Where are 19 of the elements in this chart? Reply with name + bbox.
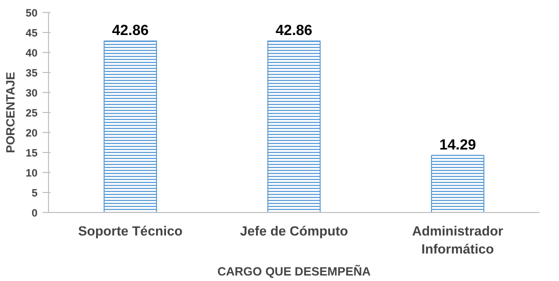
y-tick-label: 15 [26,148,38,160]
y-tick-label: 0 [32,208,38,220]
y-tick-label: 35 [26,68,38,80]
y-tick-label: 20 [26,128,38,140]
y-tick-label: 10 [26,168,38,180]
x-tick-label: Jefe de Cómputo [240,224,348,238]
y-tick-label: 25 [26,108,38,120]
data-label: 42.86 [112,23,149,40]
data-label: 14.29 [439,137,476,154]
x-axis-title: CARGO QUE DESEMPEÑA [217,264,372,278]
y-tick-label: 45 [26,28,38,40]
y-tick-label: 5 [32,188,38,200]
x-tick-label: Administrador Informático [412,224,504,256]
x-tick-label: Soporte Técnico [78,224,183,238]
data-label: 42.86 [276,23,312,40]
y-tick-label: 30 [26,88,38,100]
y-axis-title: PORCENTAJE [4,72,18,154]
y-tick-label: 40 [26,48,38,60]
y-tick-label: 50 [26,8,38,20]
